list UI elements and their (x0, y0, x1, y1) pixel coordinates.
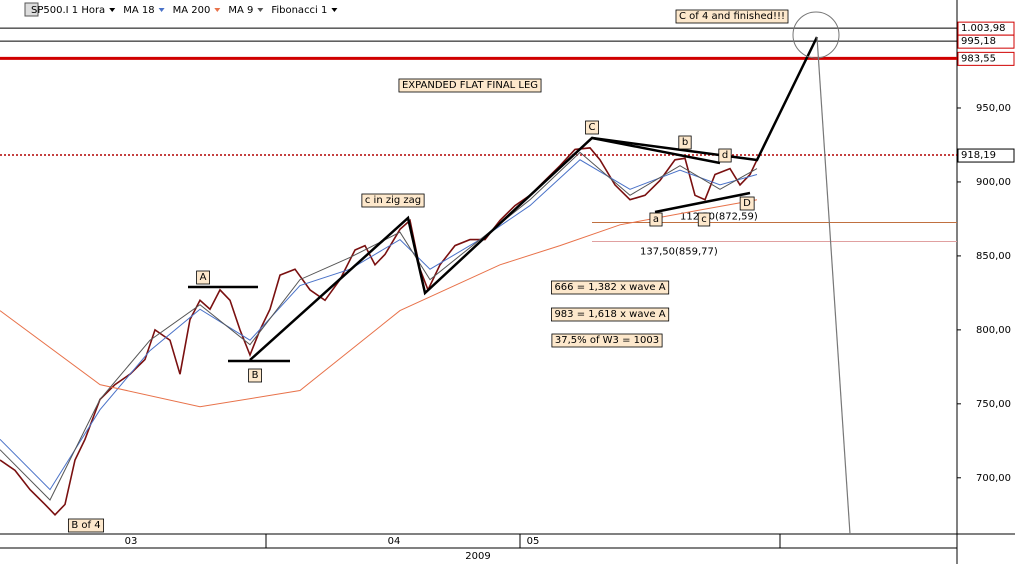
legend-entry: MA 200 (173, 5, 211, 16)
level-box (957, 148, 1015, 163)
level-box (957, 51, 1015, 66)
label-box (551, 280, 670, 295)
label-box (678, 135, 692, 150)
level-box (957, 34, 1015, 49)
projection-line (816, 36, 851, 535)
label-box (739, 196, 755, 211)
y-tick-label: 950,00 (976, 103, 1011, 114)
annotation: b (682, 137, 688, 148)
y-tick-label: 900,00 (976, 177, 1011, 188)
annotation: 37,5% of W3 = 1003 (555, 335, 659, 346)
label-box (361, 193, 425, 208)
label-box (551, 333, 663, 348)
year-label: 2009 (465, 551, 490, 562)
annotation: 983 = 1,618 x wave A (554, 309, 665, 320)
legend-entry: Fibonacci 1 (271, 5, 327, 16)
annotation: D (743, 198, 751, 209)
annotation: B (252, 370, 259, 381)
wave-line (591, 136, 721, 165)
y-tick-label: 750,00 (976, 399, 1011, 410)
annotation: EXPANDED FLAT FINAL LEG (402, 80, 538, 91)
legend-arrow (331, 8, 338, 12)
legend-entry: MA 9 (228, 5, 253, 16)
annotation: 666 = 1,382 x wave A (554, 282, 665, 293)
label-box (196, 270, 210, 285)
y-tick-label: 800,00 (976, 325, 1011, 336)
annotation: c (701, 214, 707, 225)
annotation: C (589, 122, 596, 133)
label-box (551, 307, 670, 322)
y-tick-label: 700,00 (976, 473, 1011, 484)
series-line (0, 151, 758, 501)
x-tick-label: 05 (527, 536, 540, 547)
level-label: 983,55 (961, 53, 996, 64)
wave-line (654, 191, 751, 214)
label-box (67, 518, 105, 533)
level-label: 995,18 (961, 36, 996, 47)
legend-entry: MA 18 (123, 5, 154, 16)
level-label: 1.003,98 (961, 23, 1006, 34)
target-circle (792, 11, 840, 59)
label-box (675, 9, 789, 24)
level-label: 918,19 (961, 150, 996, 161)
legend-arrow (158, 8, 165, 12)
legend-arrow (214, 8, 221, 12)
legend-arrow (257, 8, 264, 12)
annotation: B of 4 (71, 520, 100, 531)
fib-label: 112,50(872,59) (680, 211, 758, 222)
label-box (649, 212, 663, 227)
series-line (0, 159, 758, 491)
legend-entry: SP500.I 1 Hora (31, 5, 105, 16)
label-box (585, 120, 599, 135)
label-box (248, 368, 262, 383)
annotation: a (653, 214, 659, 225)
toolbar-icon (24, 2, 39, 17)
x-tick-label: 03 (125, 536, 138, 547)
wave-line (249, 36, 819, 361)
legend-arrow (109, 8, 116, 12)
annotation: d (722, 150, 728, 161)
annotation: c in zig zag (365, 195, 421, 206)
annotation: A (200, 272, 207, 283)
fib-label: 137,50(859,77) (640, 246, 718, 257)
label-box (697, 212, 711, 227)
label-box (398, 78, 542, 93)
annotation: C of 4 and finished!!! (679, 11, 785, 22)
x-tick-label: 04 (388, 536, 401, 547)
toolbar: SP500.I 1 Hora MA 18 MA 200 MA 9 Fibonacci 1 (24, 2, 338, 17)
label-box (718, 148, 732, 163)
y-tick-label: 850,00 (976, 251, 1011, 262)
